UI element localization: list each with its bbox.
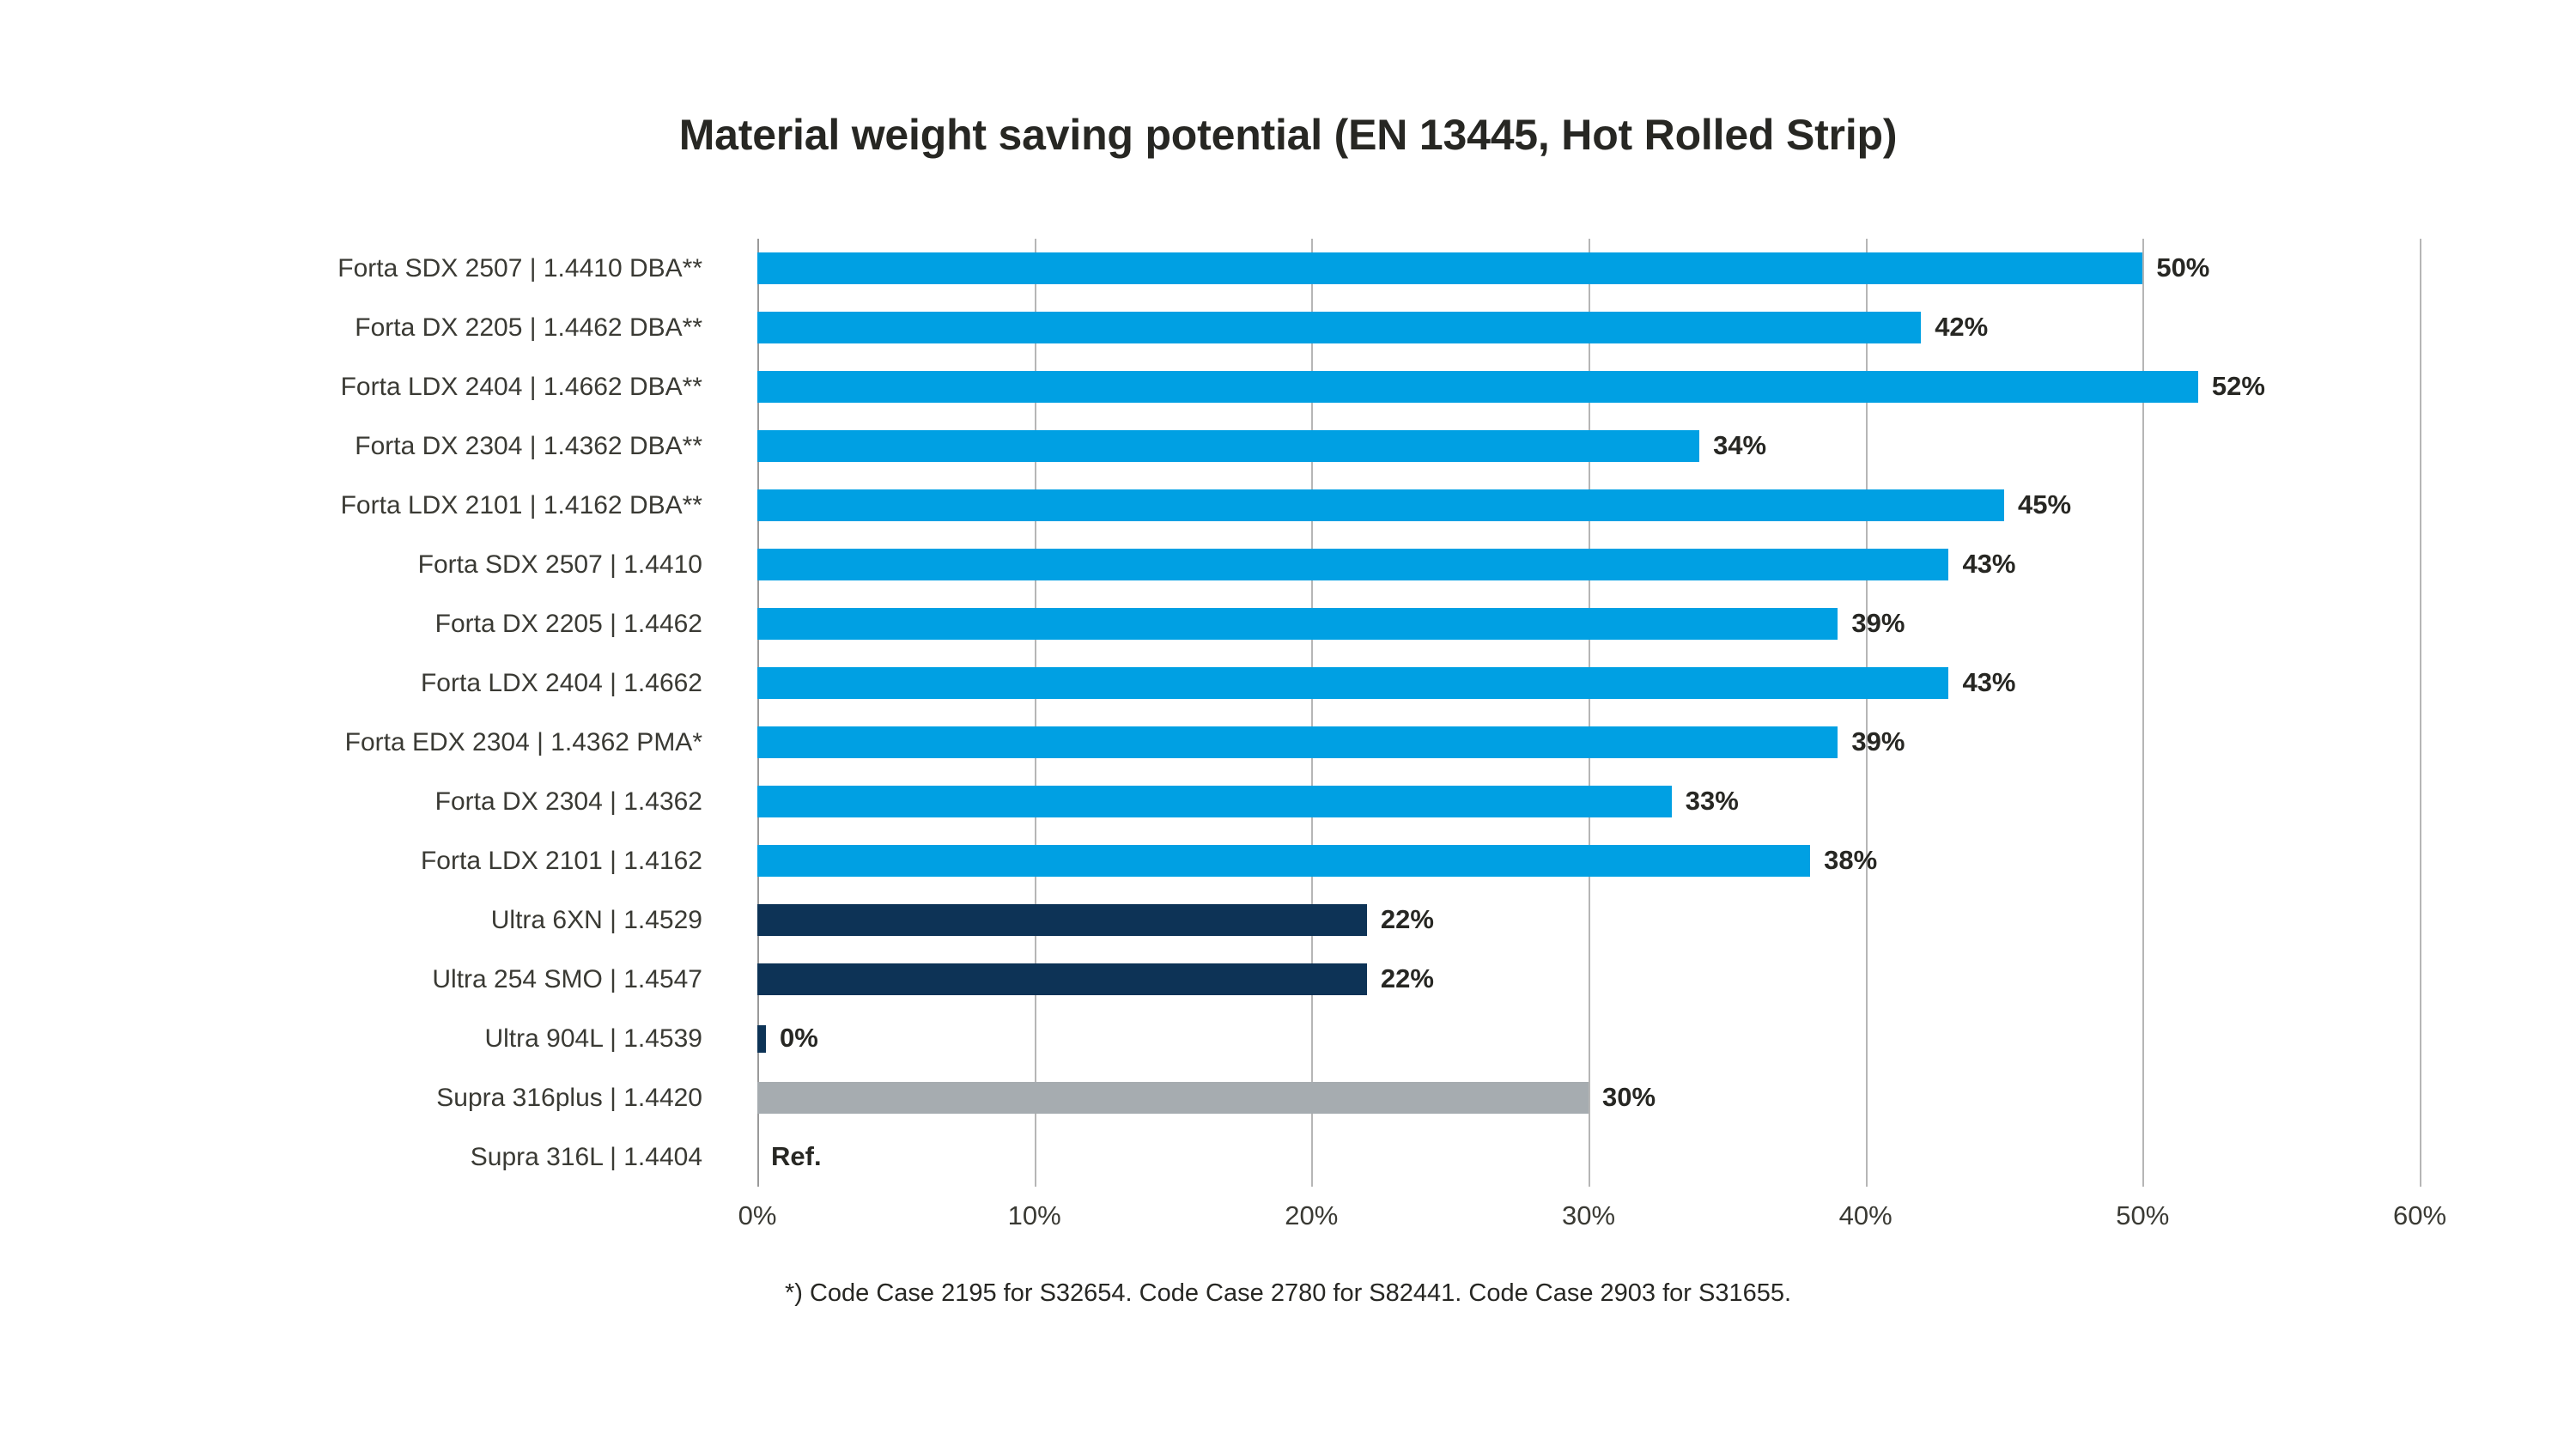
category-label: Supra 316L | 1.4404 xyxy=(470,1143,702,1171)
bar[interactable] xyxy=(757,608,1838,640)
bar-value-label: 39% xyxy=(1851,726,1905,756)
x-axis-tick-labels: 0% 10% 20% 30% 40% 50% 60% xyxy=(0,1200,2576,1243)
bar[interactable] xyxy=(757,963,1367,995)
bar[interactable] xyxy=(757,1082,1589,1114)
category-label: Forta LDX 2404 | 1.4662 DBA** xyxy=(340,373,702,401)
footnote-marker: *) xyxy=(784,1279,803,1307)
bar-value-label: 43% xyxy=(1962,667,2016,697)
bar-row: 0% xyxy=(757,1009,2420,1068)
category-label: Ultra 254 SMO | 1.4547 xyxy=(432,965,702,993)
bar[interactable] xyxy=(757,489,2004,521)
bar-value-label: 39% xyxy=(1851,608,1905,638)
bar-value-label: 0% xyxy=(780,1023,818,1053)
category-label: Forta DX 2304 | 1.4362 xyxy=(434,787,702,816)
bar[interactable] xyxy=(757,845,1811,877)
plot-area: 50% 42% 52% 34% 45% 43% 39% 43% 39% 33% 38% 22% 22% 0… xyxy=(757,239,2421,1187)
page-title: Material weight saving potential (EN 134… xyxy=(678,111,1898,159)
gridline-60% xyxy=(2420,239,2421,1187)
bar-row: 22% xyxy=(757,950,2420,1009)
bar[interactable] xyxy=(757,549,1949,580)
bar[interactable] xyxy=(757,1025,766,1053)
bar-value-label: 43% xyxy=(1962,549,2016,579)
bar[interactable] xyxy=(757,667,1949,699)
gridline-0% xyxy=(757,239,759,1187)
category-label: Forta EDX 2304 | 1.4362 PMA* xyxy=(344,728,702,756)
category-axis: Forta SDX 2507 | 1.4410 DBA** Forta DX 22… xyxy=(0,239,721,1187)
bar-row: 43% xyxy=(757,535,2420,594)
bar-row: 45% xyxy=(757,476,2420,535)
category-label: Forta LDX 2404 | 1.4662 xyxy=(420,669,702,697)
x-tick-label: 0% xyxy=(738,1200,777,1230)
bar-row: 50% xyxy=(757,239,2420,298)
category-label: Forta DX 2205 | 1.4462 xyxy=(434,610,702,638)
bar-row: 22% xyxy=(757,890,2420,950)
bar-row: 38% xyxy=(757,831,2420,890)
gridline-10% xyxy=(1034,239,1036,1187)
category-label: Ultra 6XN | 1.4529 xyxy=(490,906,702,934)
x-tick-label: 40% xyxy=(1838,1200,1893,1230)
x-tick-label: 20% xyxy=(1285,1200,1339,1230)
category-label: Supra 316plus | 1.4420 xyxy=(436,1084,702,1112)
bar-value-label: Ref. xyxy=(771,1141,822,1171)
category-label: Forta SDX 2507 | 1.4410 xyxy=(417,550,702,579)
bar-value-label: 34% xyxy=(1713,430,1767,460)
bar-row: 34% xyxy=(757,416,2420,476)
bar-row: 39% xyxy=(757,594,2420,653)
bar-value-label: 22% xyxy=(1380,904,1434,934)
bar-value-label: 45% xyxy=(2018,489,2072,519)
bar-value-label: 22% xyxy=(1380,963,1434,993)
category-label: Forta LDX 2101 | 1.4162 DBA** xyxy=(340,491,702,519)
category-label: Ultra 904L | 1.4539 xyxy=(484,1024,702,1053)
category-label: Forta DX 2205 | 1.4462 DBA** xyxy=(355,313,702,342)
x-tick-label: 10% xyxy=(1007,1200,1061,1230)
bar[interactable] xyxy=(757,726,1838,758)
bar[interactable] xyxy=(757,430,1700,462)
bar-row: 33% xyxy=(757,772,2420,831)
category-label: Forta DX 2304 | 1.4362 DBA** xyxy=(355,432,702,460)
bar[interactable] xyxy=(757,371,2198,403)
bar-value-label: 50% xyxy=(2156,252,2210,283)
bar-value-label: 30% xyxy=(1602,1082,1656,1112)
x-tick-label: 30% xyxy=(1561,1200,1616,1230)
bar-row: 52% xyxy=(757,357,2420,416)
bar[interactable] xyxy=(757,904,1367,936)
bar-row: 39% xyxy=(757,713,2420,772)
bar[interactable] xyxy=(757,252,2143,284)
bar-value-label: 38% xyxy=(1824,845,1878,875)
gridline-30% xyxy=(1589,239,1590,1187)
bar-row: 30% xyxy=(757,1068,2420,1127)
bar[interactable] xyxy=(757,312,1922,343)
x-tick-label: 60% xyxy=(2392,1200,2447,1230)
bar-value-label: 33% xyxy=(1685,786,1739,816)
x-tick-label: 50% xyxy=(2116,1200,2170,1230)
footnote: *) Code Case 2195 for S32654. Code Case … xyxy=(784,1279,1792,1307)
bar-value-label: 52% xyxy=(2211,371,2265,401)
bar-row: Ref. xyxy=(757,1127,2420,1187)
bar-row: 42% xyxy=(757,298,2420,357)
gridline-20% xyxy=(1311,239,1314,1187)
bar-value-label: 42% xyxy=(1935,312,1989,342)
gridline-40% xyxy=(1865,239,1868,1187)
category-label: Forta SDX 2507 | 1.4410 DBA** xyxy=(337,254,702,283)
gridline-50% xyxy=(2142,239,2145,1187)
bar[interactable] xyxy=(757,786,1672,817)
bar-row: 43% xyxy=(757,653,2420,713)
category-label: Forta LDX 2101 | 1.4162 xyxy=(420,847,702,875)
